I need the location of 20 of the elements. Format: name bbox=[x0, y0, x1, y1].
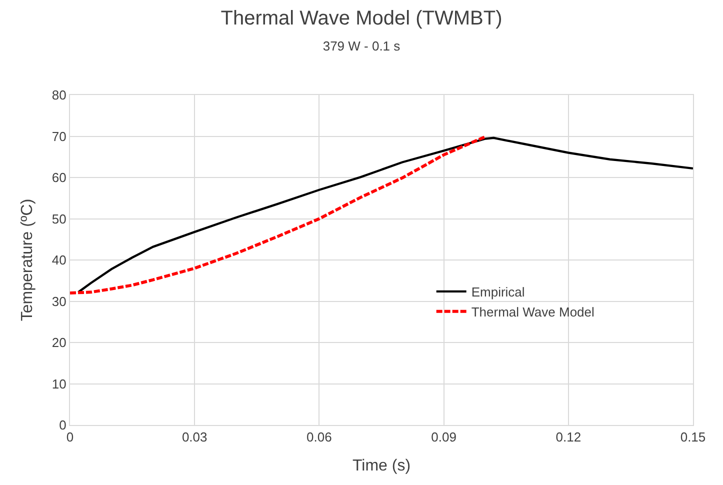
x-tick-label: 0.12 bbox=[556, 430, 582, 445]
y-axis-title: Temperature (ºC) bbox=[18, 198, 36, 322]
legend-label: Thermal Wave Model bbox=[471, 304, 595, 320]
x-axis-title: Time (s) bbox=[352, 457, 411, 474]
legend-label: Empirical bbox=[471, 284, 525, 300]
y-tick-label: 20 bbox=[52, 335, 66, 350]
chart-subtitle: 379 W - 0.1 s bbox=[322, 38, 401, 54]
y-tick-label: 80 bbox=[52, 88, 66, 103]
y-tick-label: 60 bbox=[52, 170, 66, 186]
x-tick-label: 0.15 bbox=[680, 430, 706, 445]
y-tick-label: 10 bbox=[52, 376, 66, 392]
y-tick-label: 0 bbox=[59, 418, 66, 433]
y-tick-label: 50 bbox=[52, 211, 66, 226]
x-tick-label: 0.03 bbox=[182, 430, 208, 445]
chart-title: Thermal Wave Model (TWMBT) bbox=[220, 7, 502, 30]
y-tick-label: 70 bbox=[52, 128, 66, 144]
x-tick-label: 0.09 bbox=[431, 430, 456, 445]
y-tick-label: 30 bbox=[52, 294, 66, 309]
x-tick-label: 0.06 bbox=[306, 430, 332, 445]
y-tick-label: 40 bbox=[52, 252, 66, 268]
